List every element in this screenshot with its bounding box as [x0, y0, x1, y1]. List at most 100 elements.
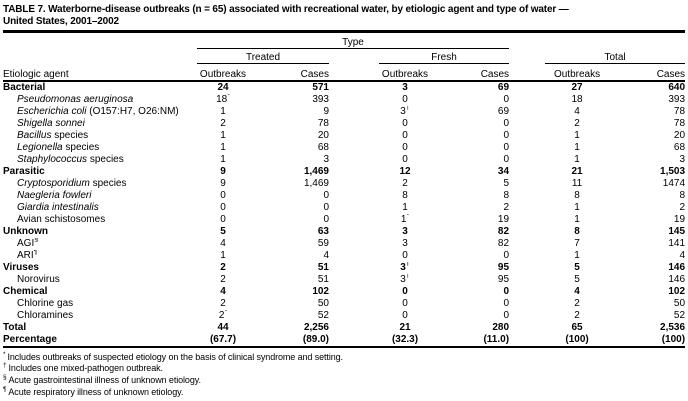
total-cases-cell: 68: [673, 142, 686, 153]
etiologic-agent-cell: Legionella species: [17, 142, 100, 153]
total-cases-cell: 2: [679, 202, 686, 213]
treated-outbreaks-cell: 18*: [216, 93, 230, 106]
fresh-outbreaks-cell: (32.3): [379, 333, 431, 348]
treated-cases-header: Cases: [249, 63, 329, 82]
fresh-outbreaks-cell: 3: [402, 238, 408, 249]
fresh-cases-cell: 0: [503, 154, 510, 165]
total-cases-header: Cases: [609, 63, 686, 82]
total-outbreaks-cell: 11: [571, 178, 583, 189]
etiologic-agent-cell: AGI§: [17, 237, 39, 250]
treated-cases-cell: 52: [317, 310, 329, 321]
fresh-outbreaks-cell: 3†: [400, 273, 410, 286]
treated-outbreaks-cell: 2*: [218, 309, 228, 322]
fresh-cases-cell: 95: [497, 274, 510, 285]
etiologic-agent-cell: Naegleria fowleri: [17, 190, 92, 201]
treated-outbreaks-cell: 44: [217, 322, 229, 333]
fresh-cases-cell: 69: [497, 106, 510, 117]
treated-cases-cell: 393: [312, 94, 329, 105]
etiologic-agent-cell: Pseudomonas aeruginosa: [17, 94, 134, 105]
total-outbreaks-cell: 65: [571, 322, 583, 333]
etiologic-agent-cell: Staphylococcus species: [17, 154, 124, 165]
treated-cases-cell: 51: [317, 274, 329, 285]
header-row-type: Type: [3, 32, 685, 49]
total-cases-cell: 78: [673, 118, 686, 129]
total-cases-cell: 640: [668, 82, 686, 93]
etiologic-agent-cell: Escherichia coli (O157:H7, O26:NM): [17, 106, 179, 117]
treated-outbreaks-cell: 24: [217, 82, 229, 93]
fresh-outbreaks-cell: 0: [402, 142, 408, 153]
fresh-outbreaks-cell: 3: [402, 226, 408, 237]
treated-outbreaks-cell: 9: [220, 166, 226, 177]
total-cases-cell: 145: [668, 226, 686, 237]
treated-outbreaks-cell: 2: [220, 298, 226, 309]
treated-cases-cell: 59: [317, 238, 329, 249]
etiologic-agent-cell: Unknown: [3, 226, 48, 237]
etiologic-agent-cell: Bacillus species: [17, 130, 89, 141]
total-outbreaks-header: Outbreaks: [545, 63, 610, 82]
footnote-line: † Includes one mixed-pathogen outbreak.: [3, 362, 685, 375]
total-cases-cell: 19: [673, 214, 686, 225]
etiologic-agent-cell: Chemical: [3, 286, 48, 297]
total-header: Total: [545, 48, 686, 64]
fresh-outbreaks-cell: 1: [402, 202, 408, 213]
treated-cases-cell: 0: [323, 202, 329, 213]
treated-cases-cell: 63: [317, 226, 329, 237]
footnote-marker: †: [3, 362, 7, 370]
etiologic-agent-cell: Giardia intestinalis: [17, 202, 99, 213]
etiologic-agent-cell: Viruses: [3, 262, 39, 273]
fresh-outbreaks-cell: 3: [402, 82, 408, 93]
table-row: Escherichia coli (O157:H7, O26:NM) 1 9 3…: [3, 106, 685, 118]
fresh-outbreaks-cell: 0: [402, 298, 408, 309]
treated-outbreaks-cell: 1: [220, 250, 226, 261]
treated-header: Treated: [197, 48, 329, 64]
total-outbreaks-cell: 8: [574, 190, 580, 201]
fresh-cases-cell: 19: [497, 214, 510, 225]
outbreaks-table: Type Treated Fresh Total Etiologic agent…: [3, 32, 686, 348]
total-outbreaks-cell: 7: [574, 238, 580, 249]
fresh-outbreaks-cell: 2: [402, 178, 408, 189]
total-cases-cell: 4: [679, 250, 686, 261]
total-cases-cell: (100): [609, 333, 686, 348]
total-cases-cell: 393: [668, 94, 686, 105]
table-row: Cryptosporidium species 9 1,469 2 5 11 1…: [3, 178, 685, 190]
fresh-outbreaks-cell: 0: [402, 118, 408, 129]
treated-cases-cell: 4: [323, 250, 329, 261]
fresh-cases-cell: 69: [497, 82, 510, 93]
etiologic-agent-cell: Percentage: [3, 333, 197, 348]
table-row: Viruses 2 51 3† 95 5 146: [3, 262, 685, 274]
table-row: Bacterial 24 571 3 69 27 640: [3, 81, 685, 94]
treated-outbreaks-cell: 1: [220, 106, 226, 117]
etiologic-agent-cell: Avian schistosomes: [17, 214, 106, 225]
total-outbreaks-cell: 4: [574, 106, 580, 117]
treated-outbreaks-header: Outbreaks: [197, 63, 249, 82]
header-row-groups: Treated Fresh Total: [3, 48, 686, 64]
footnote-line: § Acute gastrointestinal illness of unkno…: [3, 374, 685, 387]
footnote-line: * Includes outbreaks of suspected etiolog…: [3, 350, 685, 364]
table-row: Pseudomonas aeruginosa 18* 393 0 0 18 39…: [3, 94, 685, 106]
footnote-marker: ¶: [3, 385, 7, 393]
etiologic-agent-cell: Bacterial: [3, 82, 46, 93]
etiologic-agent-cell: Chlorine gas: [17, 298, 74, 309]
etiologic-agent-cell: Norovirus: [17, 274, 60, 285]
treated-outbreaks-cell: 5: [220, 226, 226, 237]
fresh-outbreaks-cell: 0: [402, 154, 408, 165]
fresh-cases-cell: 0: [503, 310, 510, 321]
footnote-text: Includes outbreaks of suspected etiology…: [7, 351, 343, 362]
treated-cases-cell: 2,256: [303, 322, 329, 333]
table-row: Total 44 2,256 21 280 65 2,536: [3, 322, 685, 334]
treated-outbreaks-cell: 2: [220, 262, 226, 273]
treated-outbreaks-cell: 2: [220, 118, 226, 129]
title-rule: [3, 30, 685, 33]
table-row: Giardia intestinalis 0 0 1 2 1 2: [3, 202, 685, 214]
fresh-cases-cell: 5: [503, 178, 510, 189]
total-cases-cell: 1474: [662, 178, 686, 189]
etiologic-agent-cell: ARI¶: [17, 249, 38, 262]
fresh-cases-cell: 95: [497, 262, 510, 273]
fresh-cases-cell: 0: [503, 298, 510, 309]
footnote-marker: *: [3, 350, 6, 358]
fresh-outbreaks-cell: 3†: [400, 105, 410, 118]
fresh-cases-cell: 82: [497, 238, 510, 249]
etiologic-agent-header: Etiologic agent: [3, 63, 197, 82]
table-body: Bacterial 24 571 3 69 27 640 Pseudomonas…: [3, 81, 686, 348]
header-row-columns: Etiologic agent Outbreaks Cases Outbreak…: [3, 63, 686, 82]
